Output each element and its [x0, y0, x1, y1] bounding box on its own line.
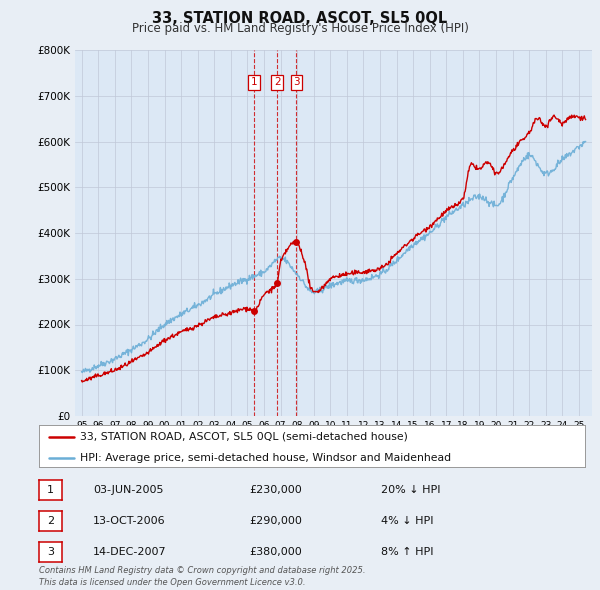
Text: £230,000: £230,000: [249, 485, 302, 494]
Text: 20% ↓ HPI: 20% ↓ HPI: [381, 485, 440, 494]
Text: 14-DEC-2007: 14-DEC-2007: [93, 548, 167, 557]
Text: Contains HM Land Registry data © Crown copyright and database right 2025.
This d: Contains HM Land Registry data © Crown c…: [39, 566, 365, 587]
Text: 4% ↓ HPI: 4% ↓ HPI: [381, 516, 433, 526]
Text: £290,000: £290,000: [249, 516, 302, 526]
Text: 33, STATION ROAD, ASCOT, SL5 0QL (semi-detached house): 33, STATION ROAD, ASCOT, SL5 0QL (semi-d…: [80, 432, 408, 442]
Text: 33, STATION ROAD, ASCOT, SL5 0QL: 33, STATION ROAD, ASCOT, SL5 0QL: [152, 11, 448, 25]
Text: 2: 2: [47, 516, 54, 526]
Text: HPI: Average price, semi-detached house, Windsor and Maidenhead: HPI: Average price, semi-detached house,…: [80, 453, 451, 463]
Text: 8% ↑ HPI: 8% ↑ HPI: [381, 548, 433, 557]
Text: 13-OCT-2006: 13-OCT-2006: [93, 516, 166, 526]
Text: Price paid vs. HM Land Registry's House Price Index (HPI): Price paid vs. HM Land Registry's House …: [131, 22, 469, 35]
Text: £380,000: £380,000: [249, 548, 302, 557]
Text: 1: 1: [47, 485, 54, 494]
Text: 3: 3: [293, 77, 300, 87]
Text: 2: 2: [274, 77, 280, 87]
Text: 1: 1: [251, 77, 257, 87]
Text: 3: 3: [47, 548, 54, 557]
Text: 03-JUN-2005: 03-JUN-2005: [93, 485, 163, 494]
